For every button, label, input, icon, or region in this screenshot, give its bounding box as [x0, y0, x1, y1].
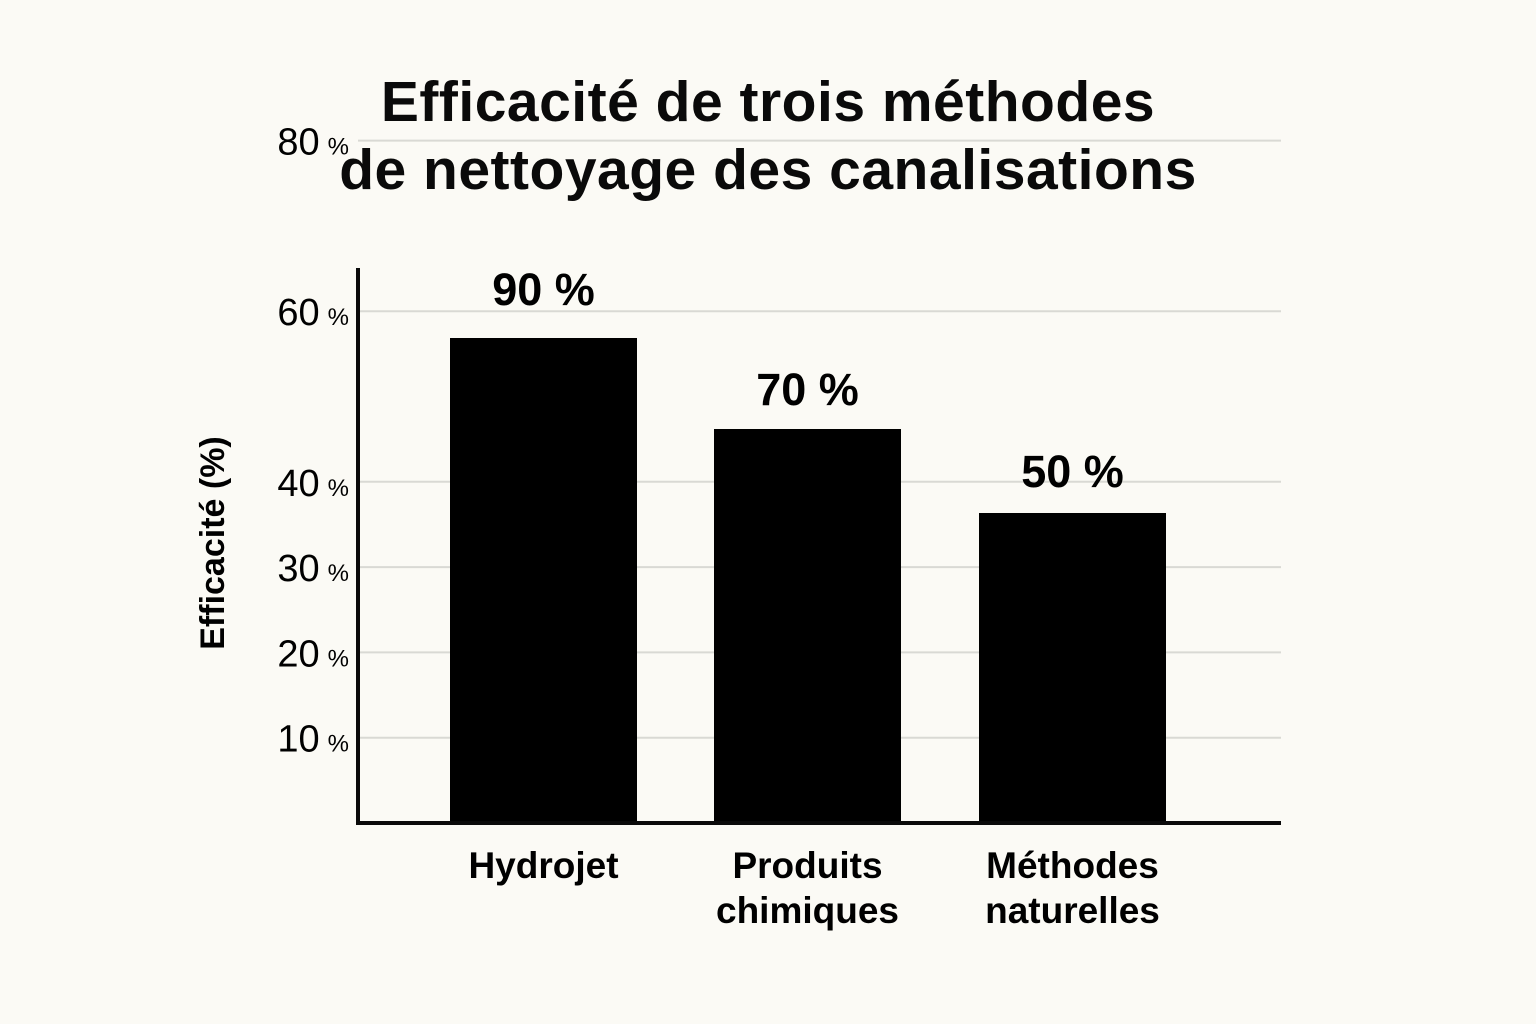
bar-value-label-3: 50 %	[1021, 446, 1124, 497]
category-label-2: Produits chimiques	[716, 845, 899, 931]
bar-value-label-2: 70 %	[756, 364, 859, 415]
category-labels: Hydrojet Produits chimiques Méthodes naturel…	[468, 845, 1159, 931]
y-tick-number: 30	[277, 548, 319, 590]
bar-value-label-1: 90 %	[492, 264, 595, 315]
y-tick-unit: %	[328, 645, 349, 672]
y-tick-unit: %	[328, 475, 349, 502]
y-tick-number: 10	[277, 719, 319, 761]
y-tick-label-10: 10%	[277, 719, 349, 761]
y-axis-title: Efficacité (%)	[194, 436, 232, 650]
bars	[450, 338, 1166, 823]
bar-value-labels: 90 % 70 % 50 %	[492, 264, 1124, 497]
y-tick-label-80: 80%	[277, 122, 349, 164]
bar-2	[714, 429, 901, 823]
category-label-line: Hydrojet	[468, 845, 618, 886]
category-label-line: Méthodes	[986, 845, 1159, 886]
y-tick-labels: 10 %20 %30 %40 %60 %80%	[277, 122, 349, 761]
y-tick-number: 60	[277, 292, 319, 334]
y-tick-label-40: 40%	[277, 463, 349, 505]
y-tick-label-20: 20%	[277, 633, 349, 675]
y-tick-number: 40	[277, 463, 319, 505]
y-tick-label-30: 30%	[277, 548, 349, 590]
bar-1	[450, 338, 637, 823]
y-tick-unit: %	[328, 560, 349, 587]
y-tick-unit: %	[328, 731, 349, 758]
bar-3	[979, 513, 1166, 823]
axes	[356, 268, 1281, 825]
category-label-3: Méthodes naturelles	[985, 845, 1160, 931]
category-label-line: naturelles	[985, 890, 1160, 931]
y-tick-number: 20	[277, 633, 319, 675]
category-label-line: Produits	[732, 845, 882, 886]
category-label-1: Hydrojet	[468, 845, 618, 886]
y-tick-number: 80	[277, 122, 319, 164]
y-tick-label-60: 60%	[277, 292, 349, 334]
y-tick-unit: %	[328, 304, 349, 331]
chart-title-line-1: Efficacité de trois méthodes	[380, 70, 1156, 134]
category-label-line: chimiques	[716, 890, 899, 931]
y-tick-unit: %	[328, 134, 349, 161]
chart-title-line-2: de nettoyage des canalisations	[339, 138, 1197, 202]
chart-title: Efficacité de trois méthodes de nettoyag…	[0, 68, 1536, 204]
